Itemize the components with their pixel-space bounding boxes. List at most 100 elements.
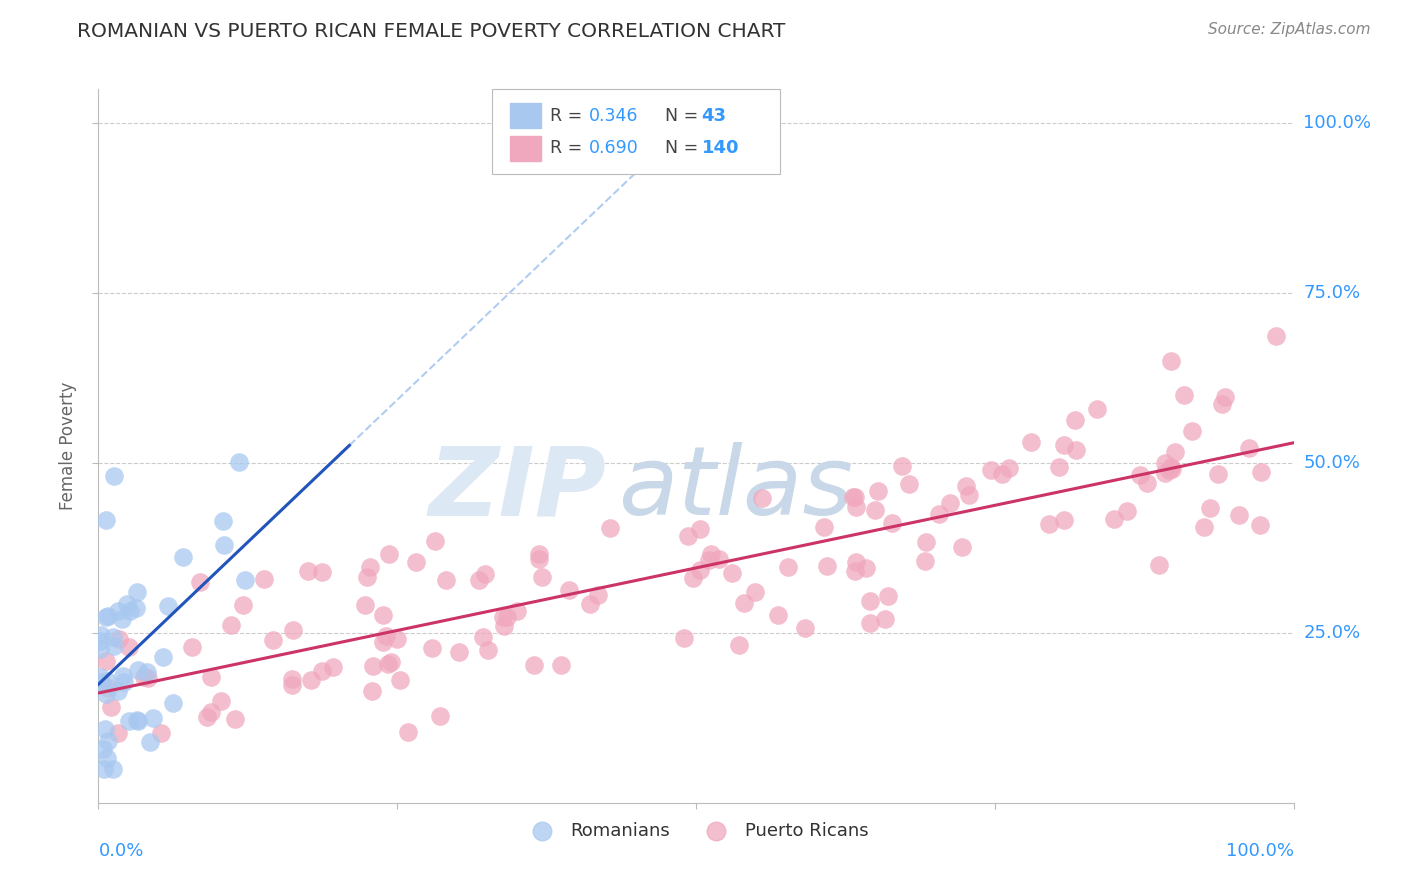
Text: 0.346: 0.346 (589, 107, 638, 125)
Point (950, 540, 973, 554)
Point (299, 673, 322, 687)
Point (90, 628, 112, 642)
Point (813, 519, 835, 533)
Point (214, 538, 236, 552)
Point (1047, 459, 1070, 474)
Point (127, 663, 149, 677)
Point (96, 687, 118, 701)
Point (689, 564, 711, 578)
Point (876, 589, 898, 603)
Point (180, 640, 202, 655)
Point (90, 674, 112, 689)
Point (468, 574, 491, 588)
Point (360, 683, 382, 698)
Point (377, 657, 399, 671)
Point (1064, 442, 1087, 457)
Point (209, 694, 232, 708)
Point (1053, 513, 1076, 527)
Point (97, 608, 120, 623)
Point (845, 555, 868, 569)
Point (527, 552, 550, 566)
Point (586, 588, 609, 602)
Point (1163, 445, 1185, 459)
Point (434, 573, 457, 587)
Point (1052, 438, 1074, 452)
Point (844, 491, 866, 505)
Point (859, 615, 882, 630)
Point (471, 630, 494, 644)
Point (1227, 508, 1250, 522)
Text: 100.0%: 100.0% (1226, 842, 1294, 860)
Point (1038, 516, 1060, 531)
Point (389, 673, 412, 687)
Point (125, 601, 148, 615)
Point (1192, 520, 1215, 534)
Point (866, 483, 889, 498)
Point (420, 640, 443, 655)
Point (494, 619, 516, 633)
Point (1206, 467, 1229, 481)
Point (1215, 391, 1237, 405)
Point (94, 610, 117, 624)
Point (578, 597, 600, 611)
Point (139, 734, 162, 748)
Point (311, 565, 333, 579)
Point (197, 710, 219, 724)
Point (94, 654, 117, 668)
Point (219, 618, 242, 632)
Point (957, 488, 980, 502)
Point (744, 585, 766, 599)
Point (322, 659, 344, 673)
Point (94, 513, 117, 527)
Point (447, 645, 470, 659)
Point (103, 468, 125, 483)
Point (156, 599, 179, 613)
Text: 43: 43 (702, 107, 727, 125)
Point (955, 479, 977, 493)
Point (855, 560, 877, 574)
Point (928, 508, 950, 522)
Point (845, 500, 868, 514)
Point (676, 529, 699, 543)
Point (100, 699, 122, 714)
Point (373, 635, 395, 649)
Point (689, 522, 711, 536)
Text: ROMANIAN VS PUERTO RICAN FEMALE POVERTY CORRELATION CHART: ROMANIAN VS PUERTO RICAN FEMALE POVERTY … (77, 22, 786, 41)
Point (89, 670, 111, 684)
Point (815, 559, 838, 574)
Point (361, 659, 384, 673)
Point (162, 696, 184, 710)
Point (387, 632, 409, 646)
Point (1147, 558, 1170, 573)
Point (794, 621, 817, 635)
Point (200, 705, 222, 719)
Point (111, 611, 134, 625)
Point (89, 641, 111, 656)
Point (211, 515, 233, 529)
Point (1136, 475, 1159, 490)
Point (599, 521, 621, 535)
Point (728, 638, 751, 652)
Point (873, 612, 896, 626)
Point (89, 633, 111, 648)
Point (380, 655, 402, 669)
Point (125, 713, 148, 727)
Point (682, 571, 704, 585)
Point (108, 632, 131, 647)
Point (880, 516, 903, 530)
Point (93, 722, 115, 736)
Point (125, 584, 148, 599)
Point (232, 598, 254, 612)
Point (1085, 402, 1108, 417)
Point (998, 461, 1021, 475)
Point (117, 640, 139, 654)
Point (377, 547, 399, 561)
Point (1160, 354, 1182, 368)
Text: ZIP: ZIP (429, 442, 606, 535)
Point (492, 609, 515, 624)
Text: 100.0%: 100.0% (1303, 114, 1371, 132)
Text: Source: ZipAtlas.com: Source: ZipAtlas.com (1208, 22, 1371, 37)
Point (96, 751, 118, 765)
Text: N =: N = (665, 107, 704, 125)
Text: R =: R = (550, 107, 588, 125)
